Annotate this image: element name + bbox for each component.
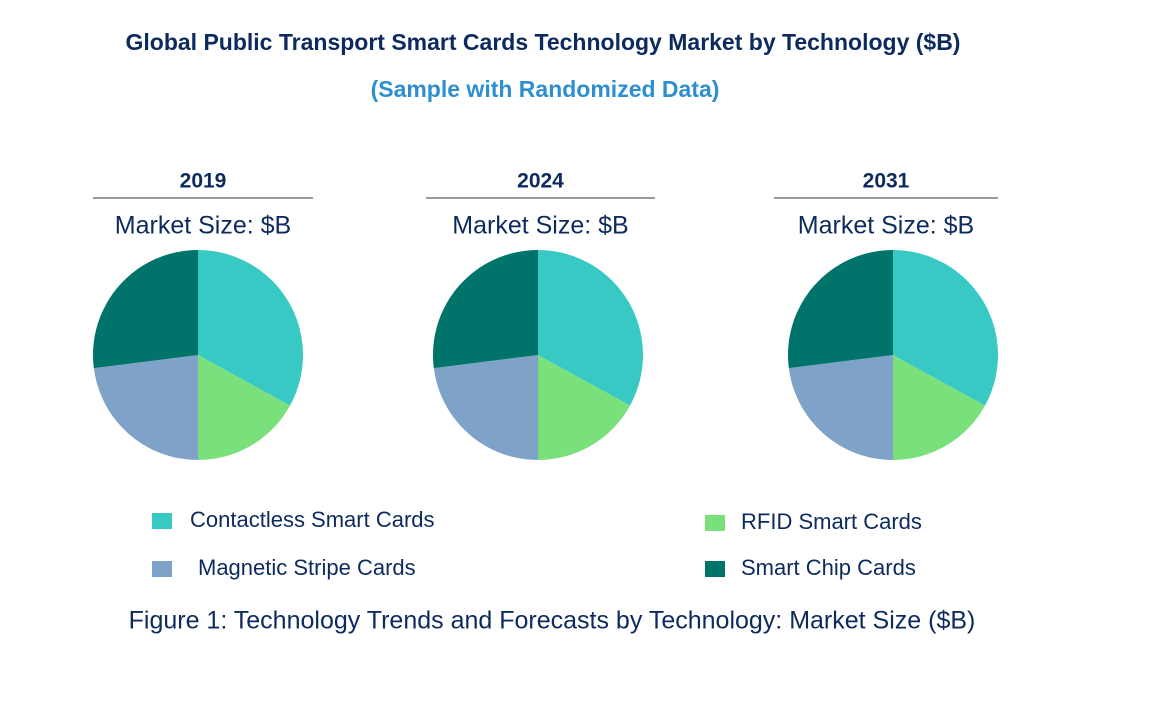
- pie-slice: [893, 250, 999, 406]
- pie-slice: [433, 355, 538, 460]
- pie-title: 2031: [863, 170, 910, 193]
- subtitle: (Sample with Randomized Data): [371, 76, 720, 102]
- pie-slice: [93, 250, 198, 369]
- legend-label: Contactless Smart Cards: [190, 507, 435, 532]
- pie-title: 2019: [180, 170, 227, 193]
- pie-slice: [198, 355, 291, 460]
- pie-title: 2024: [517, 170, 564, 193]
- pie-subtitle: Market Size: $B: [452, 212, 628, 240]
- legend-label: RFID Smart Cards: [741, 509, 922, 534]
- pie-slice: [788, 355, 893, 460]
- pie-slice: [93, 355, 198, 460]
- legend-swatch: [705, 515, 725, 531]
- legend-swatch: [152, 513, 172, 529]
- pie-slice: [538, 355, 631, 460]
- pie-slice: [432, 250, 538, 369]
- caption: Figure 1: Technology Trends and Forecast…: [129, 607, 976, 635]
- pie-subtitle: Market Size: $B: [798, 212, 974, 240]
- title: Global Public Transport Smart Cards Tech…: [126, 29, 961, 55]
- legend-swatch: [152, 561, 172, 577]
- pie-subtitle: Market Size: $B: [115, 212, 291, 240]
- legend-swatch: [705, 561, 725, 577]
- pie-slice: [893, 355, 986, 460]
- pie-slice: [538, 250, 643, 406]
- pie-slice: [198, 250, 304, 406]
- legend-label: Magnetic Stripe Cards: [198, 555, 416, 580]
- legend-label: Smart Chip Cards: [741, 555, 916, 580]
- pie-slice: [787, 250, 893, 369]
